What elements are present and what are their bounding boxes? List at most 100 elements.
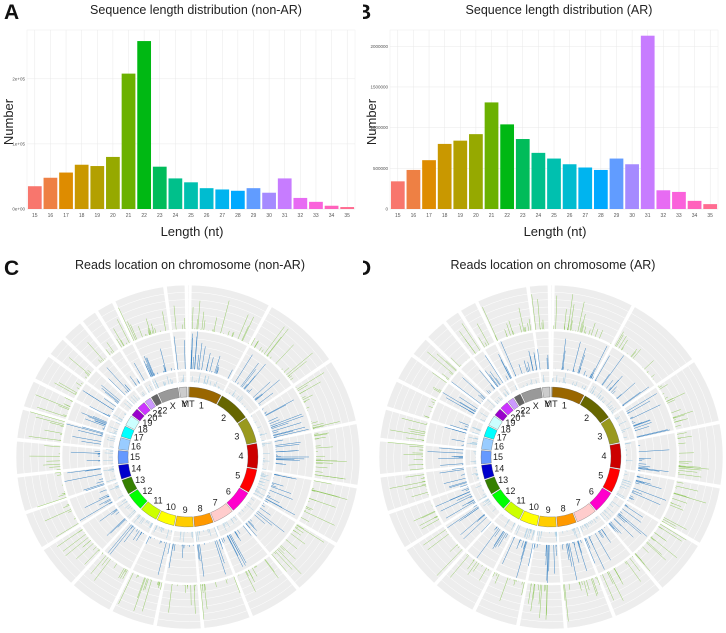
track-ring bbox=[394, 413, 401, 440]
signal-line bbox=[482, 493, 486, 496]
track-ring bbox=[254, 412, 267, 441]
bar-ar-29 bbox=[609, 158, 624, 209]
track-ring bbox=[277, 475, 290, 509]
track-3-chr4 bbox=[624, 440, 638, 472]
track-ring bbox=[125, 350, 136, 357]
track-2-chr2 bbox=[593, 346, 656, 408]
track-1-chr11 bbox=[435, 552, 493, 611]
track-3-chr8 bbox=[557, 526, 583, 543]
signal-line bbox=[583, 388, 585, 390]
signal-line bbox=[506, 519, 510, 523]
signal-line bbox=[657, 385, 660, 387]
track-ring bbox=[257, 471, 268, 498]
signal-line bbox=[495, 526, 498, 530]
track-ring bbox=[622, 514, 647, 542]
signal-line bbox=[270, 415, 304, 428]
signal-line bbox=[600, 397, 604, 401]
signal-line bbox=[94, 558, 111, 581]
signal-line bbox=[208, 528, 212, 537]
signal-line bbox=[476, 527, 500, 559]
track-ring bbox=[520, 618, 564, 622]
track-ring bbox=[412, 546, 440, 578]
signal-line bbox=[624, 473, 628, 475]
x-tick-label: 35 bbox=[707, 213, 713, 219]
signal-line bbox=[215, 364, 219, 374]
chromosome-label: 7 bbox=[213, 498, 218, 508]
signal-line bbox=[222, 523, 227, 531]
signal-line bbox=[487, 502, 492, 506]
signal-line bbox=[150, 523, 153, 528]
signal-line bbox=[264, 559, 275, 572]
track-ring bbox=[686, 485, 706, 536]
signal-line bbox=[459, 396, 478, 409]
signal-line bbox=[101, 557, 109, 566]
signal-line bbox=[638, 468, 660, 472]
signal-line bbox=[478, 514, 485, 520]
track-ring bbox=[268, 312, 324, 364]
signal-line bbox=[115, 486, 120, 489]
signal-line bbox=[79, 501, 113, 521]
signal-line bbox=[620, 339, 628, 351]
signal-line bbox=[581, 385, 584, 389]
signal-line bbox=[631, 351, 637, 358]
signal-line bbox=[563, 373, 567, 384]
bar-ar-23 bbox=[515, 139, 530, 209]
chromosome-label: 15 bbox=[493, 452, 503, 462]
track-ring bbox=[39, 509, 55, 540]
signal-line bbox=[548, 544, 550, 572]
ideogram-chr5 bbox=[602, 467, 621, 493]
signal-line bbox=[232, 516, 235, 519]
signal-line bbox=[144, 578, 149, 590]
signal-line bbox=[624, 504, 627, 506]
signal-line bbox=[87, 375, 89, 377]
signal-line bbox=[593, 393, 596, 396]
signal-line bbox=[572, 341, 581, 372]
x-tick-label: 20 bbox=[473, 213, 479, 219]
track-ring bbox=[144, 354, 174, 364]
signal-line bbox=[224, 522, 227, 525]
track-ring bbox=[190, 338, 244, 353]
signal-line bbox=[197, 300, 201, 330]
signal-line bbox=[254, 341, 259, 348]
signal-line bbox=[270, 413, 302, 427]
track-ring bbox=[617, 510, 640, 536]
track-ring bbox=[586, 530, 612, 546]
bar-non-ar-34 bbox=[324, 205, 339, 209]
signal-line bbox=[157, 372, 159, 375]
track-ring bbox=[487, 369, 496, 376]
signal-line bbox=[598, 530, 600, 533]
signal-line bbox=[84, 376, 88, 379]
track-ring bbox=[244, 572, 284, 597]
x-tick-label: 22 bbox=[504, 213, 510, 219]
signal-line bbox=[555, 544, 557, 556]
track-ring bbox=[393, 384, 404, 409]
x-tick-label: 25 bbox=[188, 213, 194, 219]
track-ring bbox=[445, 387, 456, 404]
track-ring bbox=[290, 478, 305, 517]
track-ring bbox=[590, 386, 618, 412]
signal-line bbox=[130, 324, 138, 340]
track-ring bbox=[119, 533, 142, 550]
track-ring bbox=[697, 427, 702, 482]
track-ring bbox=[61, 538, 87, 568]
signal-line bbox=[409, 445, 424, 448]
track-ring bbox=[553, 345, 604, 360]
signal-line bbox=[672, 410, 693, 418]
y-axis-title-non-ar: Number bbox=[1, 98, 16, 145]
track-ring bbox=[440, 426, 445, 445]
track-ring bbox=[107, 434, 111, 449]
track-ring bbox=[507, 354, 537, 364]
signal-line bbox=[275, 450, 299, 453]
signal-line bbox=[526, 528, 530, 540]
track-2-chr7 bbox=[220, 524, 269, 575]
track-ring bbox=[477, 539, 501, 556]
signal-line bbox=[406, 437, 425, 441]
signal-line bbox=[66, 404, 71, 408]
signal-line bbox=[672, 417, 676, 419]
signal-line bbox=[274, 474, 297, 480]
signal-line bbox=[58, 494, 66, 497]
track-ring bbox=[257, 332, 306, 377]
track-2-chr4 bbox=[273, 432, 315, 479]
bar-non-ar-31 bbox=[277, 178, 292, 209]
track-2-chr9 bbox=[527, 543, 561, 584]
